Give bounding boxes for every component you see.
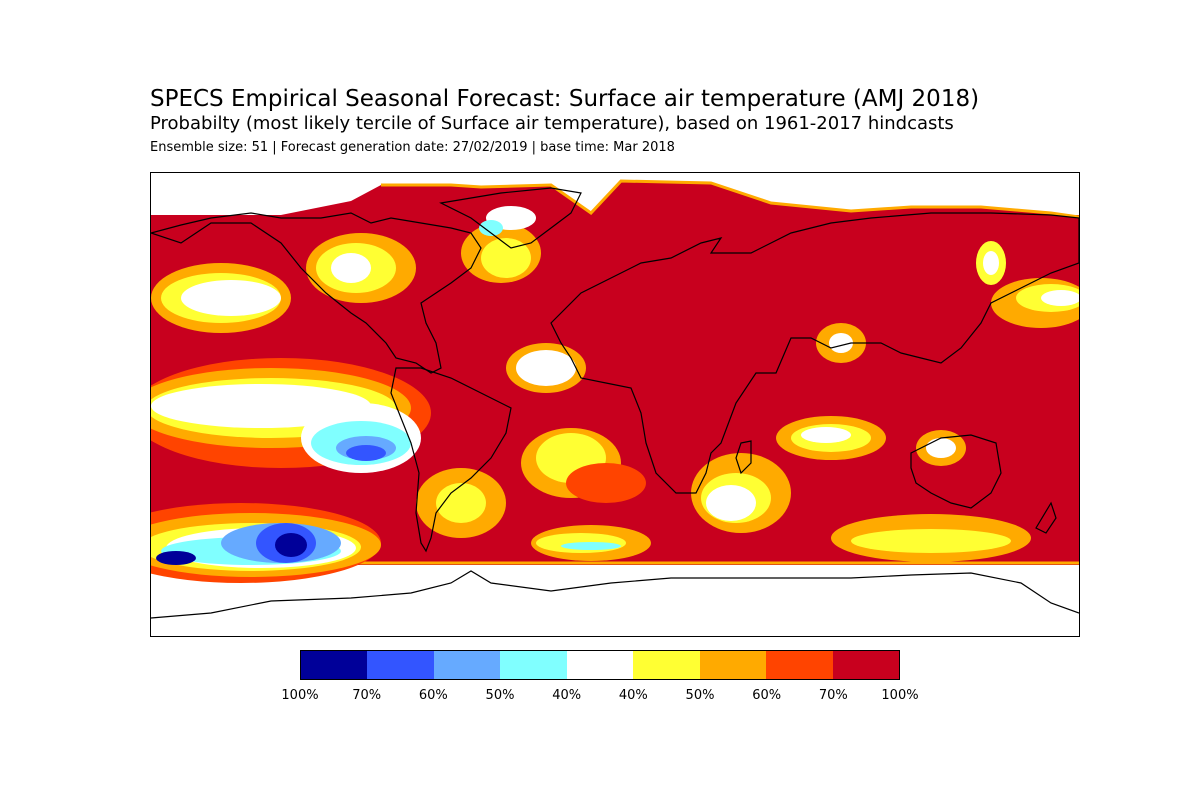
colorbar-tick-labels: 100% 70% 60% 50% 40% 40% 50% 60% 70% 100… (281, 688, 918, 708)
colorbar-segment (832, 651, 899, 679)
forecast-metadata: Ensemble size: 51 | Forecast generation … (150, 140, 675, 155)
map-title: SPECS Empirical Seasonal Forecast: Surfa… (150, 86, 980, 112)
map-subtitle: Probabilty (most likely tercile of Surfa… (150, 113, 954, 134)
colorbar-tick-label: 40% (618, 688, 648, 703)
colorbar-segment (699, 651, 767, 679)
colorbar-tick-label: 50% (485, 688, 515, 703)
colorbar (300, 650, 900, 680)
arctic-forecast-cap (151, 181, 1079, 243)
probability-patches (151, 206, 1079, 583)
colorbar-tick-label: 60% (752, 688, 782, 703)
colorbar-segment (633, 651, 700, 679)
map-panel (150, 172, 1080, 637)
colorbar-tick-label: 40% (552, 688, 582, 703)
colorbar-segment (500, 651, 567, 679)
coastlines (151, 187, 1079, 619)
colorbar-tick-label: 100% (281, 688, 319, 703)
arctic-fringe (381, 179, 1079, 219)
colorbar-segment (566, 651, 634, 679)
colorbar-tick-label: 70% (818, 688, 848, 703)
forecast-map (151, 173, 1079, 636)
colorbar-segment (433, 651, 501, 679)
colorbar-tick-label: 100% (881, 688, 919, 703)
colorbar-tick-label: 50% (685, 688, 715, 703)
colorbar-segment (766, 651, 833, 679)
colorbar-segment (301, 651, 368, 679)
colorbar-segment (367, 651, 434, 679)
colorbar-tick-label: 60% (418, 688, 448, 703)
colorbar-tick-label: 70% (352, 688, 382, 703)
